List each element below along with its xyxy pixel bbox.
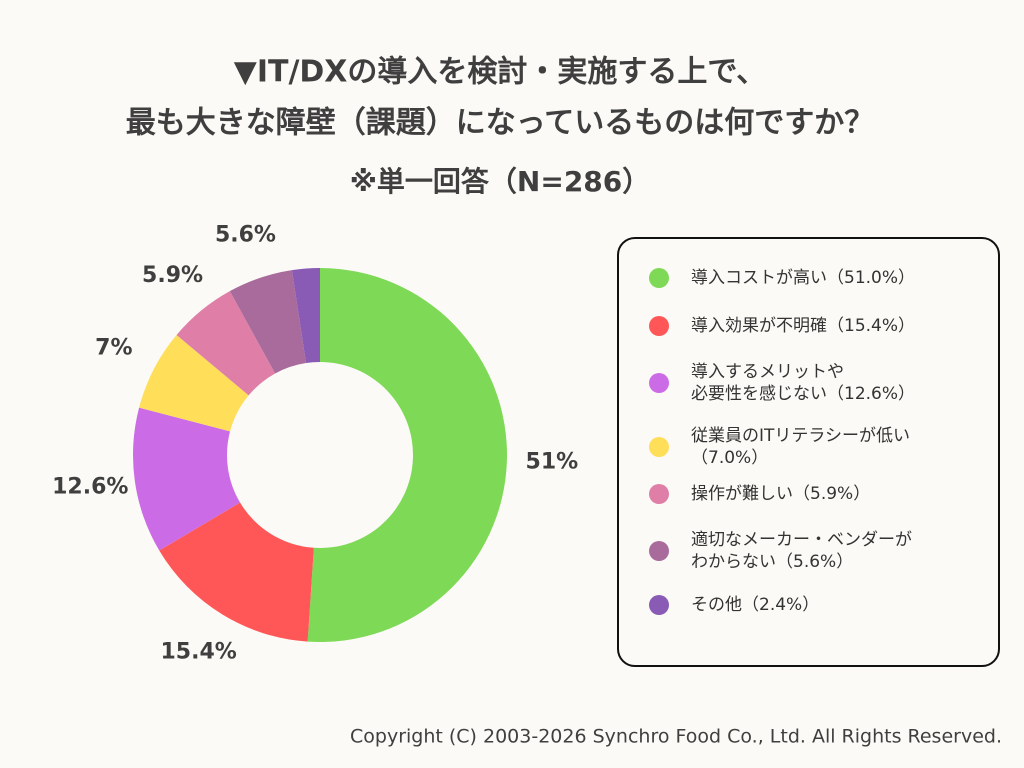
data-label: 15.4%: [161, 640, 237, 665]
donut-segment: [176, 291, 276, 396]
legend-item: 適切なメーカー・ベンダーが わからない（5.6%）: [649, 529, 912, 573]
legend-item: 従業員のITリテラシーが低い （7.0%）: [649, 425, 910, 469]
legend-marker: [649, 541, 669, 561]
legend-label: 適切なメーカー・ベンダーが わからない（5.6%）: [691, 530, 912, 572]
legend-item: 導入するメリットや 必要性を感じない（12.6%）: [649, 361, 915, 405]
legend-marker: [649, 268, 669, 288]
donut-segment: [139, 335, 249, 432]
data-label: 51%: [526, 450, 579, 475]
footer: Copyright (C) 2003-2026 Synchro Food Co.…: [350, 726, 1002, 748]
legend-item: 導入コストが高い（51.0%）: [649, 267, 915, 289]
legend-marker: [649, 595, 669, 615]
data-label: 5.9%: [142, 263, 203, 288]
legend-marker: [649, 373, 669, 393]
legend-marker: [649, 316, 669, 336]
data-label: 12.6%: [52, 474, 128, 499]
data-label: 7%: [95, 336, 132, 361]
legend-label: 従業員のITリテラシーが低い （7.0%）: [691, 426, 911, 468]
legend-label: 導入コストが高い（51.0%）: [691, 268, 916, 288]
legend-label: その他（2.4%）: [691, 595, 820, 615]
donut-segment: [159, 502, 314, 642]
legend-item: 導入効果が不明確（15.4%）: [649, 315, 915, 337]
legend-label: 導入効果が不明確（15.4%）: [691, 316, 916, 336]
data-label: 5.6%: [215, 222, 276, 247]
chart-title: 最も大きな障壁（課題）になっているものは何ですか？: [126, 106, 875, 141]
legend-label: 操作が難しい（5.9%）: [691, 484, 871, 504]
legend-item: その他（2.4%）: [649, 594, 819, 616]
donut-segment: [307, 268, 508, 642]
legend-label: 導入するメリットや 必要性を感じない（12.6%）: [691, 362, 916, 404]
legend-marker: [649, 484, 669, 504]
donut-segment: [229, 270, 307, 374]
legend: 導入コストが高い（51.0%） 導入効果が不明確（15.4%） 導入するメリットや …: [617, 237, 1000, 667]
chart-subtitle: ※単一回答（N=286）: [350, 165, 651, 198]
chart-title: ▼IT/DXの導入を検討・実施する上で、: [234, 55, 767, 90]
legend-marker: [649, 437, 669, 457]
donut-segment: [133, 407, 241, 551]
donut-segment: [291, 268, 320, 364]
legend-item: 操作が難しい（5.9%）: [649, 483, 870, 505]
